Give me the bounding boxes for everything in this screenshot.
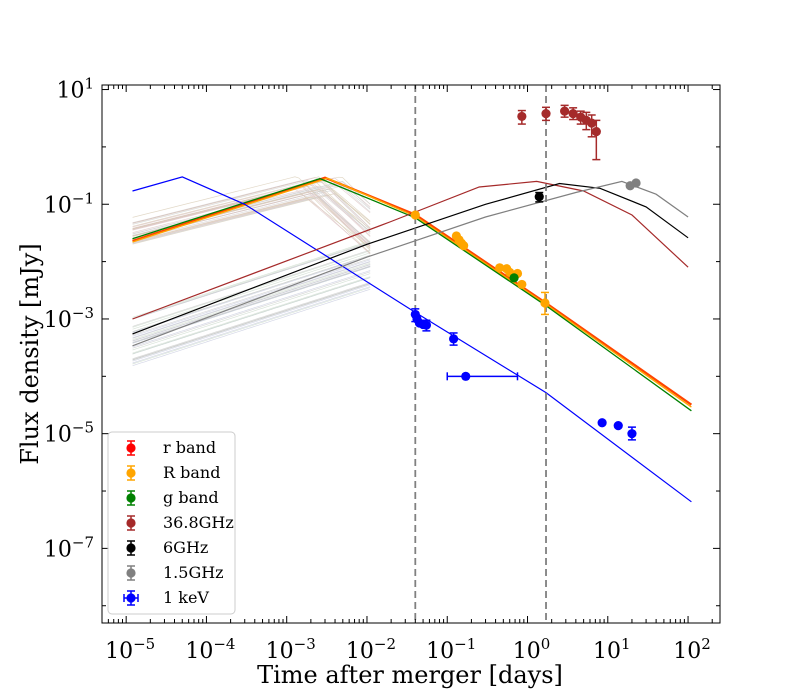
faint-model-curve <box>132 276 371 354</box>
legend: r band R band g band 36.8GHz 6GHz 1.5GHz 1 keV <box>107 431 236 615</box>
faint-model-curve <box>132 176 371 250</box>
axis-ticks: 10−5 10−4 10−3 10−2 10−1 100 101 102 101 10−1 10−3… <box>44 75 720 664</box>
y-tick-label: 10−1 <box>44 189 94 218</box>
faint-model-curve <box>132 288 371 367</box>
legend-label: 36.8GHz <box>163 513 234 532</box>
data-point <box>517 111 527 122</box>
faint-model-curve <box>132 260 371 339</box>
faint-model-curve <box>132 261 371 339</box>
data-point <box>568 109 578 119</box>
faint-model-curve <box>132 180 371 245</box>
data-point <box>459 241 469 251</box>
faint-model-curve <box>132 186 371 247</box>
faint-model-curve <box>132 255 371 333</box>
data-point <box>631 178 641 188</box>
faint-model-curve <box>132 273 371 351</box>
data-point <box>613 421 623 431</box>
faint-model-curve <box>132 263 371 342</box>
legend-label: 1 keV <box>163 588 209 607</box>
faint-model-curve <box>132 181 371 235</box>
faint-model-curve <box>132 271 371 349</box>
legend-label: 1.5GHz <box>163 563 224 582</box>
data-point <box>597 418 607 428</box>
legend-marker <box>126 443 136 453</box>
legend-box <box>107 431 236 615</box>
legend-label: R band <box>163 463 220 482</box>
data-point <box>560 106 570 116</box>
faint-model-curve <box>132 284 371 362</box>
legend-marker <box>126 543 136 553</box>
data-point <box>495 263 505 273</box>
faint-model-curve <box>132 197 371 244</box>
faint-model-curve <box>132 181 371 229</box>
data-point <box>541 109 551 119</box>
faint-model-curve <box>132 270 371 348</box>
data-points <box>410 104 641 441</box>
faint-model-curve <box>132 196 371 254</box>
y-tick-label: 10−3 <box>44 304 94 333</box>
legend-marker <box>126 493 136 503</box>
faint-model-curve <box>132 259 371 337</box>
faint-model-curve <box>132 180 371 235</box>
faint-model-curve <box>132 185 371 247</box>
x-tick-label: 10−2 <box>346 635 396 664</box>
faint-model-curve <box>132 264 371 342</box>
legend-label: g band <box>163 488 219 507</box>
data-point <box>540 298 550 308</box>
legend-marker <box>126 568 136 578</box>
faint-model-curve <box>132 265 371 343</box>
faint-model-curves <box>132 176 371 367</box>
data-point <box>421 320 432 330</box>
x-tick-label: 10−1 <box>426 635 476 664</box>
x-tick-label: 10−4 <box>185 635 235 664</box>
x-axis-label: Time after merger [days] <box>257 661 563 689</box>
data-point <box>509 273 519 283</box>
faint-model-curve <box>132 286 371 364</box>
y-tick-label: 10−7 <box>44 533 94 562</box>
data-point <box>410 210 420 220</box>
x-tick-label: 10−5 <box>105 635 155 664</box>
y-axis-label: Flux density [mJy] <box>16 243 44 464</box>
model-curve <box>132 182 689 335</box>
data-point <box>461 371 471 381</box>
vertical-dashed-lines <box>414 85 547 623</box>
data-point <box>627 429 637 439</box>
faint-model-curve <box>132 198 371 255</box>
model-curve <box>132 180 689 320</box>
faint-model-curve <box>132 252 371 330</box>
faint-model-curve <box>132 196 371 251</box>
legend-marker <box>126 593 136 603</box>
x-tick-label: 102 <box>673 635 711 664</box>
legend-marker <box>126 468 136 478</box>
data-point <box>449 334 459 344</box>
faint-model-curve <box>132 193 371 245</box>
faint-model-curve <box>132 287 371 365</box>
plot-frame <box>101 84 721 624</box>
data-point <box>534 192 544 202</box>
x-tick-label: 101 <box>593 635 631 664</box>
faint-model-curve <box>132 180 371 233</box>
x-tick-label: 100 <box>513 635 551 664</box>
y-tick-label: 10−5 <box>44 419 94 448</box>
legend-marker <box>126 518 136 528</box>
faint-model-curve <box>132 282 371 360</box>
faint-model-curve <box>132 282 371 360</box>
data-point <box>591 126 601 137</box>
faint-model-curve <box>132 277 371 355</box>
y-tick-label: 101 <box>56 75 94 104</box>
legend-label: 6GHz <box>163 538 208 557</box>
faint-model-curve <box>132 242 371 320</box>
x-tick-label: 10−3 <box>266 635 316 664</box>
legend-label: r band <box>163 438 216 457</box>
faint-model-curve <box>132 177 371 229</box>
faint-model-curve <box>132 258 371 336</box>
data-point <box>517 279 527 290</box>
faint-model-curve <box>132 283 371 361</box>
model-curve <box>132 180 689 347</box>
faint-model-curve <box>132 241 371 319</box>
faint-model-curve <box>132 181 371 234</box>
